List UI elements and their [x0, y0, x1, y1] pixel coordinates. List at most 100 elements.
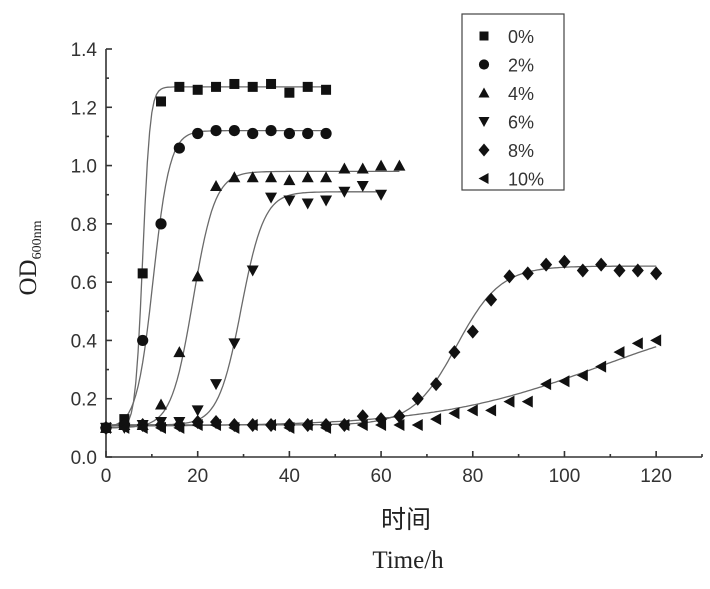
data-point	[136, 421, 148, 434]
data-point	[375, 189, 388, 201]
data-point	[191, 405, 204, 417]
data-point	[393, 409, 406, 424]
data-point	[246, 418, 258, 431]
data-point	[301, 418, 313, 431]
data-point	[595, 360, 607, 373]
data-point	[466, 324, 479, 339]
data-point	[266, 78, 277, 89]
legend-label: 2%	[508, 56, 534, 76]
data-point	[338, 162, 351, 174]
data-point	[558, 254, 571, 269]
series-6pct	[100, 180, 388, 434]
y-tick-label: 0.6	[71, 273, 97, 294]
data-point	[540, 378, 552, 391]
data-point	[301, 198, 314, 210]
legend-marker-10pct	[478, 173, 489, 184]
legend-label: 4%	[508, 84, 534, 104]
legend-marker-6pct	[478, 117, 490, 127]
x-tick-label: 120	[640, 466, 672, 487]
data-point	[210, 418, 222, 431]
x-tick-label: 100	[549, 466, 581, 487]
data-point	[466, 404, 478, 417]
data-point	[247, 81, 258, 92]
data-point	[191, 418, 203, 431]
data-point	[411, 418, 423, 431]
data-point	[631, 263, 644, 278]
data-point	[211, 81, 222, 92]
fit-curve-6pct	[106, 191, 382, 426]
data-point	[631, 337, 643, 350]
data-point	[210, 125, 222, 137]
data-point	[173, 142, 185, 154]
x-axis-title: Time/h	[372, 547, 444, 574]
data-point	[228, 125, 240, 137]
y-tick-label: 0.4	[71, 331, 98, 352]
series-8pct	[100, 254, 663, 435]
legend: 0% 2% 4% 6% 8% 10%	[461, 13, 565, 191]
legend-label: 10%	[508, 170, 544, 190]
y-tick-label: 1.0	[71, 157, 97, 178]
data-point	[247, 127, 259, 140]
y-tick-label: 0.8	[71, 215, 97, 236]
data-point	[283, 127, 295, 140]
data-point	[558, 375, 570, 388]
y-tick-label: 1.2	[71, 98, 97, 119]
data-point	[191, 270, 204, 282]
data-point	[430, 413, 442, 426]
data-point	[320, 195, 333, 207]
data-point	[356, 418, 368, 431]
data-point	[283, 421, 295, 434]
data-points	[100, 78, 663, 435]
x-tick-label: 40	[279, 466, 300, 487]
data-point	[320, 171, 333, 183]
data-point	[393, 418, 405, 431]
data-point	[229, 78, 240, 89]
data-point	[613, 263, 626, 278]
data-point	[375, 159, 388, 171]
data-point	[137, 334, 149, 347]
data-point	[118, 421, 130, 434]
data-point	[228, 421, 240, 434]
data-point	[485, 404, 497, 417]
data-point	[393, 159, 406, 171]
data-point	[540, 257, 553, 272]
data-point	[595, 257, 608, 272]
data-point	[356, 409, 369, 424]
legend-marker-2pct	[478, 59, 490, 70]
data-point	[485, 292, 498, 307]
data-point	[210, 379, 223, 391]
x-axis-title-cn: 时间	[381, 506, 431, 534]
x-tick-label: 0	[101, 466, 112, 487]
data-point	[192, 127, 204, 140]
data-point	[448, 345, 461, 360]
series-10pct	[100, 334, 662, 434]
legend-label: 8%	[508, 141, 534, 161]
fit-curve-0pct	[106, 86, 327, 429]
data-point	[302, 81, 313, 92]
data-point	[650, 266, 663, 281]
data-point	[246, 265, 259, 277]
axis-frame	[105, 49, 702, 458]
data-point	[650, 334, 662, 347]
data-point	[356, 162, 369, 174]
fit-curve-8pct	[106, 265, 657, 426]
data-point	[265, 171, 278, 183]
legend-marker-4pct	[478, 87, 490, 98]
data-point	[411, 391, 424, 406]
data-point	[503, 395, 515, 408]
legend-label: 0%	[508, 27, 534, 47]
data-point	[228, 171, 241, 183]
data-point	[155, 421, 167, 434]
data-point	[228, 338, 241, 350]
data-point	[521, 266, 534, 281]
x-tick-label: 60	[371, 466, 392, 487]
data-point	[210, 179, 223, 191]
data-point	[265, 192, 278, 204]
data-point	[100, 421, 111, 434]
fit-curves	[105, 86, 657, 429]
y-tick-label: 1.4	[71, 40, 98, 61]
data-point	[265, 418, 277, 431]
data-point	[320, 421, 332, 434]
data-point	[155, 218, 167, 230]
